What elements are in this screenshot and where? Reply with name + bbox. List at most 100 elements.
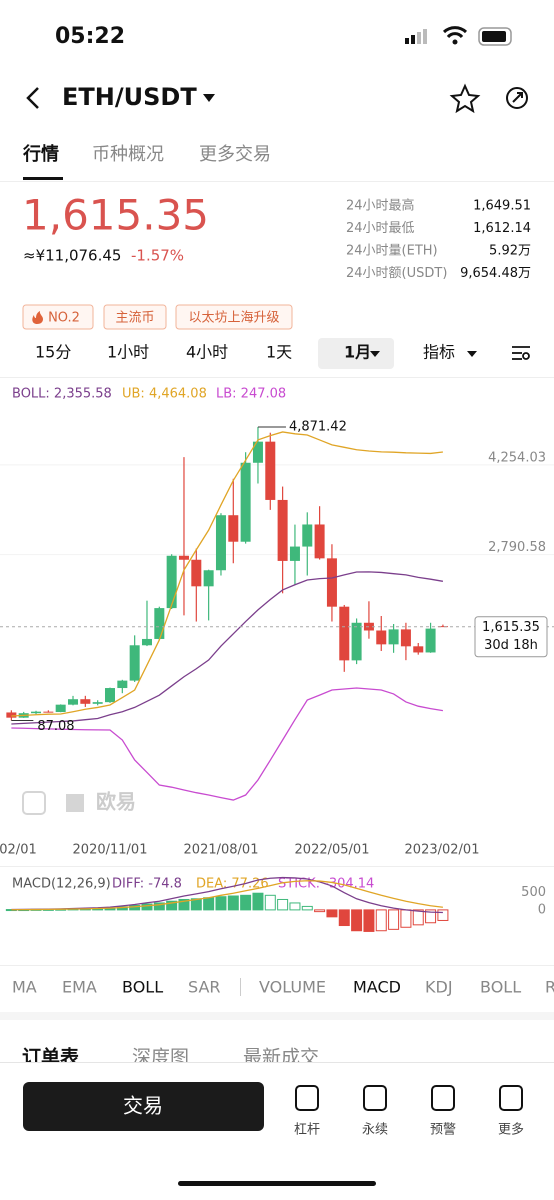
macd-bar bbox=[400, 909, 412, 928]
candle-body bbox=[289, 546, 300, 561]
watermark bbox=[22, 791, 84, 815]
footer-label[interactable]: 更多 bbox=[498, 1122, 524, 1138]
y-tick-label: 500 bbox=[521, 885, 546, 900]
macd-bar bbox=[203, 897, 215, 911]
back[interactable] bbox=[26, 87, 39, 109]
macd-bar bbox=[264, 894, 276, 911]
macd-bar bbox=[301, 905, 313, 911]
settings[interactable] bbox=[512, 346, 530, 360]
boll-legend: LB: 247.08 bbox=[216, 387, 286, 402]
indicator[interactable]: BOLL bbox=[122, 978, 163, 997]
candle-body bbox=[43, 711, 54, 713]
x-tick-label: 2023/02/01 bbox=[405, 843, 480, 858]
candle-body bbox=[178, 555, 189, 560]
footer-icon[interactable] bbox=[431, 1085, 455, 1111]
boll-legend: BOLL: 2,355.58 bbox=[12, 387, 112, 402]
divider bbox=[0, 866, 554, 867]
y-tick-label: 2,790.58 bbox=[488, 540, 546, 555]
macd-bar bbox=[437, 909, 449, 921]
candle-body bbox=[117, 680, 128, 689]
interval[interactable]: 4小时 bbox=[186, 343, 228, 362]
stat-value: 1,649.51 bbox=[473, 199, 531, 214]
trade-button[interactable] bbox=[23, 1082, 264, 1131]
macd-bar bbox=[178, 898, 190, 911]
share[interactable] bbox=[506, 87, 528, 109]
macd-legend: DEA: 77.26 bbox=[196, 877, 269, 892]
macd-bar bbox=[425, 909, 437, 924]
tab[interactable]: 更多交易 bbox=[199, 144, 271, 165]
star[interactable] bbox=[449, 83, 481, 114]
macd-bar bbox=[141, 903, 153, 911]
candle-body bbox=[400, 629, 411, 647]
footer-label[interactable]: 预警 bbox=[430, 1122, 456, 1138]
boll-line bbox=[11, 571, 444, 725]
footer-label[interactable]: 永续 bbox=[362, 1123, 388, 1138]
footer-icon[interactable] bbox=[363, 1085, 387, 1111]
divider bbox=[0, 1062, 554, 1063]
candle-body bbox=[351, 622, 362, 661]
flame bbox=[32, 311, 43, 324]
divider bbox=[0, 377, 554, 378]
indicator[interactable]: VOLUME bbox=[259, 978, 326, 997]
footer-label[interactable]: 杠杆 bbox=[294, 1122, 320, 1138]
candle-body bbox=[425, 628, 436, 653]
candle-body bbox=[277, 499, 288, 561]
x-tick-label: 2021/08/01 bbox=[184, 843, 259, 858]
indicator[interactable]: KDJ bbox=[425, 978, 453, 997]
stat-value: 5.92万 bbox=[489, 244, 531, 259]
candle-body bbox=[413, 646, 424, 653]
interval[interactable]: 1小时 bbox=[107, 343, 149, 362]
macd-bar bbox=[190, 898, 202, 911]
candle-body bbox=[68, 699, 79, 705]
candle-body bbox=[388, 629, 399, 645]
tab[interactable]: 行情 bbox=[22, 143, 59, 165]
candle-body bbox=[215, 515, 226, 571]
macd-bar bbox=[227, 895, 239, 911]
candle-body bbox=[203, 570, 214, 587]
candle-body bbox=[314, 524, 325, 559]
indicator[interactable]: R bbox=[545, 978, 554, 997]
stat-label: 24小时最高 bbox=[346, 198, 415, 214]
tag bbox=[175, 304, 293, 330]
pair[interactable]: ETH/USDT bbox=[62, 83, 197, 111]
candle-body bbox=[376, 630, 387, 645]
candle-body bbox=[326, 558, 337, 607]
trade-label[interactable]: 交易 bbox=[123, 1094, 163, 1118]
y-tick-label: 0 bbox=[538, 902, 546, 917]
divider bbox=[0, 965, 554, 966]
x-tick-label: 2022/05/01 bbox=[295, 843, 370, 858]
candle-body bbox=[265, 441, 276, 500]
interval[interactable]: 15分 bbox=[35, 343, 71, 362]
tag-label: 以太坊上海升级 bbox=[188, 311, 279, 326]
tag-label: NO.2 bbox=[48, 311, 80, 326]
max-label: 4,871.42 bbox=[289, 419, 347, 434]
indicator[interactable]: MA bbox=[12, 978, 37, 997]
interval[interactable]: 1月 bbox=[344, 343, 371, 362]
tab[interactable]: 币种概况 bbox=[92, 144, 164, 165]
macd-bar bbox=[314, 909, 326, 913]
interval[interactable]: 1天 bbox=[266, 343, 292, 362]
price: 1,615.35 bbox=[22, 191, 209, 240]
status-icons bbox=[405, 26, 512, 46]
interval[interactable]: 指标 bbox=[423, 343, 455, 362]
home-indicator bbox=[178, 1181, 376, 1186]
footer-icon[interactable] bbox=[295, 1085, 319, 1111]
indicator[interactable]: EMA bbox=[62, 978, 97, 997]
footer-icon[interactable] bbox=[499, 1085, 523, 1111]
kline-plot bbox=[0, 426, 554, 801]
macd-bar bbox=[326, 909, 338, 918]
candle-body bbox=[191, 559, 202, 587]
macd-line bbox=[11, 880, 443, 911]
indicator[interactable]: MACD bbox=[353, 978, 401, 997]
indicator[interactable]: BOLL bbox=[480, 978, 521, 997]
candle-body bbox=[437, 626, 448, 628]
macd-bar bbox=[338, 909, 350, 927]
tab-underline bbox=[23, 177, 63, 180]
macd-bar bbox=[215, 896, 227, 911]
indicator[interactable]: SAR bbox=[188, 978, 221, 997]
pair-arrow bbox=[203, 94, 215, 102]
divider bbox=[0, 1012, 554, 1020]
stat-label: 24小时额(USDT) bbox=[346, 266, 447, 281]
x-tick-label: 02/01 bbox=[0, 843, 37, 858]
change: -1.57% bbox=[131, 247, 184, 265]
